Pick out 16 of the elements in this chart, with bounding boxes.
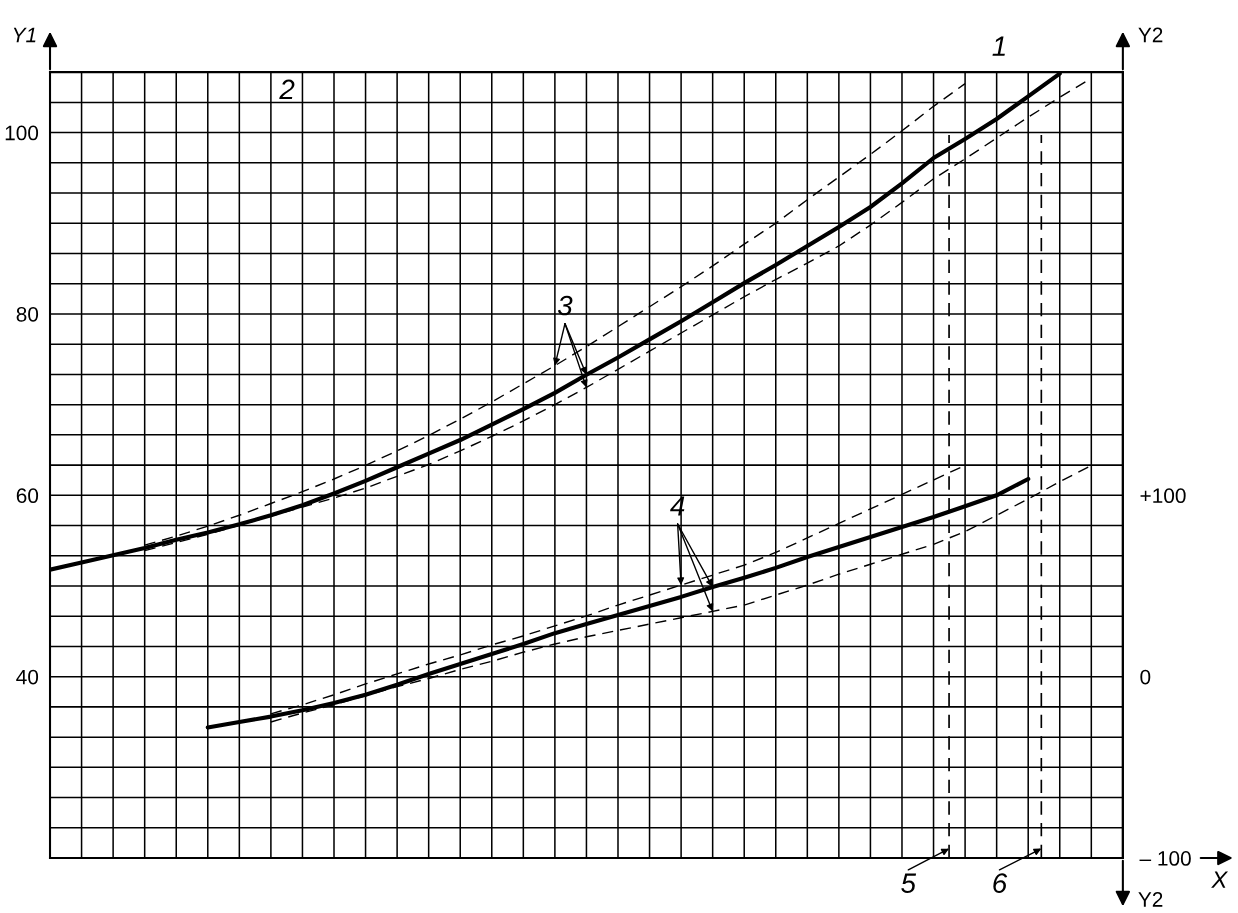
text: 6 xyxy=(993,873,1008,893)
y2-axis-title: Y2 xyxy=(1138,27,1163,43)
x-axis-title: X xyxy=(1211,871,1229,888)
y2-tick-label: – 100 xyxy=(1139,851,1191,866)
y2-tick-label: 0 xyxy=(1140,669,1151,685)
text: Y2 xyxy=(1138,892,1163,907)
text: 1 xyxy=(992,36,1005,56)
annotation: 3 xyxy=(557,295,573,316)
y-tick-label: 60 xyxy=(16,488,39,504)
y-tick-label: 40 xyxy=(16,669,39,685)
y-tick-label: 80 xyxy=(16,306,39,322)
y-axis-title: Y1 xyxy=(13,27,36,43)
annotation: 2 xyxy=(279,79,295,99)
y-tick-label: 100 xyxy=(5,125,39,141)
y2-tick-label: +100 xyxy=(1140,488,1186,504)
text: 5 xyxy=(901,873,917,893)
